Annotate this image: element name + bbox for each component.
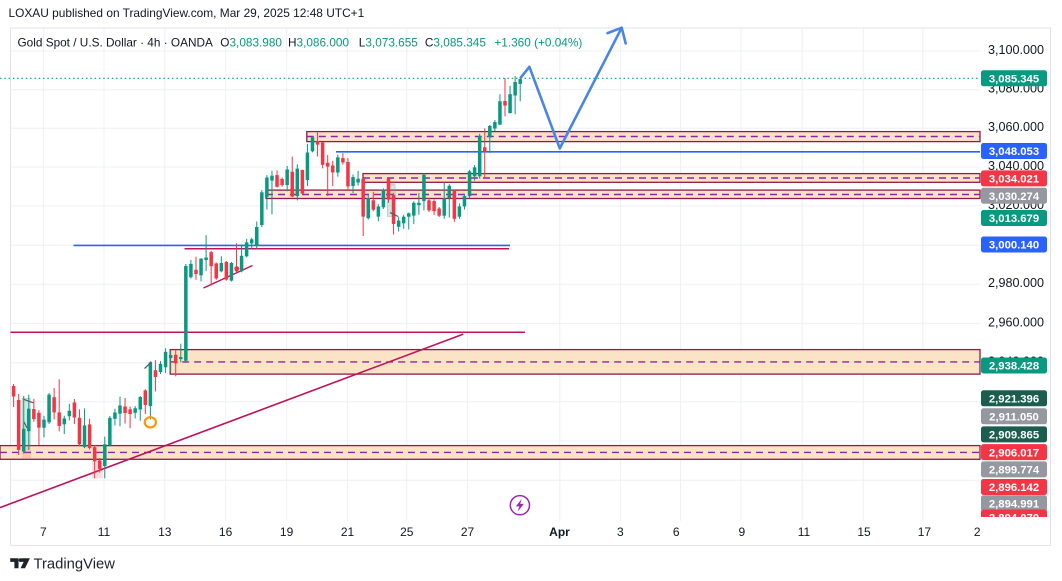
svg-text:13: 13 (158, 525, 172, 539)
svg-text:2,980.000: 2,980.000 (988, 276, 1044, 290)
svg-text:3,000.140: 3,000.140 (989, 240, 1039, 252)
svg-text:2,909.865: 2,909.865 (989, 430, 1039, 442)
svg-text:21: 21 (341, 525, 355, 539)
svg-text:11: 11 (98, 525, 111, 539)
svg-text:3,085.345: 3,085.345 (989, 74, 1039, 86)
svg-text:11: 11 (798, 525, 811, 539)
svg-text:19: 19 (280, 525, 294, 539)
svg-text:2,906.017: 2,906.017 (989, 447, 1039, 459)
svg-text:2,896.142: 2,896.142 (989, 482, 1039, 494)
svg-text:2,938.428: 2,938.428 (989, 361, 1039, 373)
svg-text:2,899.774: 2,899.774 (989, 465, 1040, 477)
svg-text:3,100.000: 3,100.000 (988, 43, 1044, 57)
svg-text:H3,086.000: H3,086.000 (288, 36, 349, 50)
svg-text:2,960.000: 2,960.000 (988, 316, 1044, 330)
svg-text:+1.360 (+0.04%): +1.360 (+0.04%) (494, 36, 582, 50)
svg-text:3,030.274: 3,030.274 (989, 191, 1040, 203)
svg-text:3,048.053: 3,048.053 (989, 146, 1039, 158)
svg-text:C3,085.345: C3,085.345 (425, 36, 486, 50)
svg-text:3,013.679: 3,013.679 (989, 213, 1039, 225)
svg-text:LOXAU published on TradingView: LOXAU published on TradingView.com, Mar … (9, 6, 365, 20)
svg-text:L3,073.655: L3,073.655 (359, 36, 418, 50)
svg-text:15: 15 (857, 525, 871, 539)
svg-text:3,060.000: 3,060.000 (988, 120, 1044, 134)
svg-text:6: 6 (673, 525, 680, 539)
svg-text:TradingView: TradingView (34, 557, 116, 573)
svg-text:2,894.070: 2,894.070 (989, 513, 1039, 525)
svg-text:17: 17 (918, 525, 932, 539)
svg-text:2,921.396: 2,921.396 (989, 394, 1039, 406)
svg-text:O3,083.980: O3,083.980 (220, 36, 282, 50)
svg-text:Gold Spot / U.S. Dollar · 4h ·: Gold Spot / U.S. Dollar · 4h · OANDA (18, 36, 214, 50)
svg-text:Apr: Apr (549, 525, 570, 539)
svg-text:7: 7 (40, 525, 47, 539)
svg-text:27: 27 (461, 525, 475, 539)
svg-text:25: 25 (400, 525, 414, 539)
svg-text:3: 3 (617, 525, 624, 539)
svg-text:3,040.000: 3,040.000 (988, 159, 1044, 173)
svg-text:3,034.021: 3,034.021 (989, 174, 1039, 186)
svg-text:9: 9 (739, 525, 746, 539)
svg-text:2,911.050: 2,911.050 (989, 412, 1039, 424)
svg-text:2: 2 (974, 525, 981, 539)
svg-text:2,894.991: 2,894.991 (989, 499, 1039, 511)
svg-text:16: 16 (219, 525, 233, 539)
